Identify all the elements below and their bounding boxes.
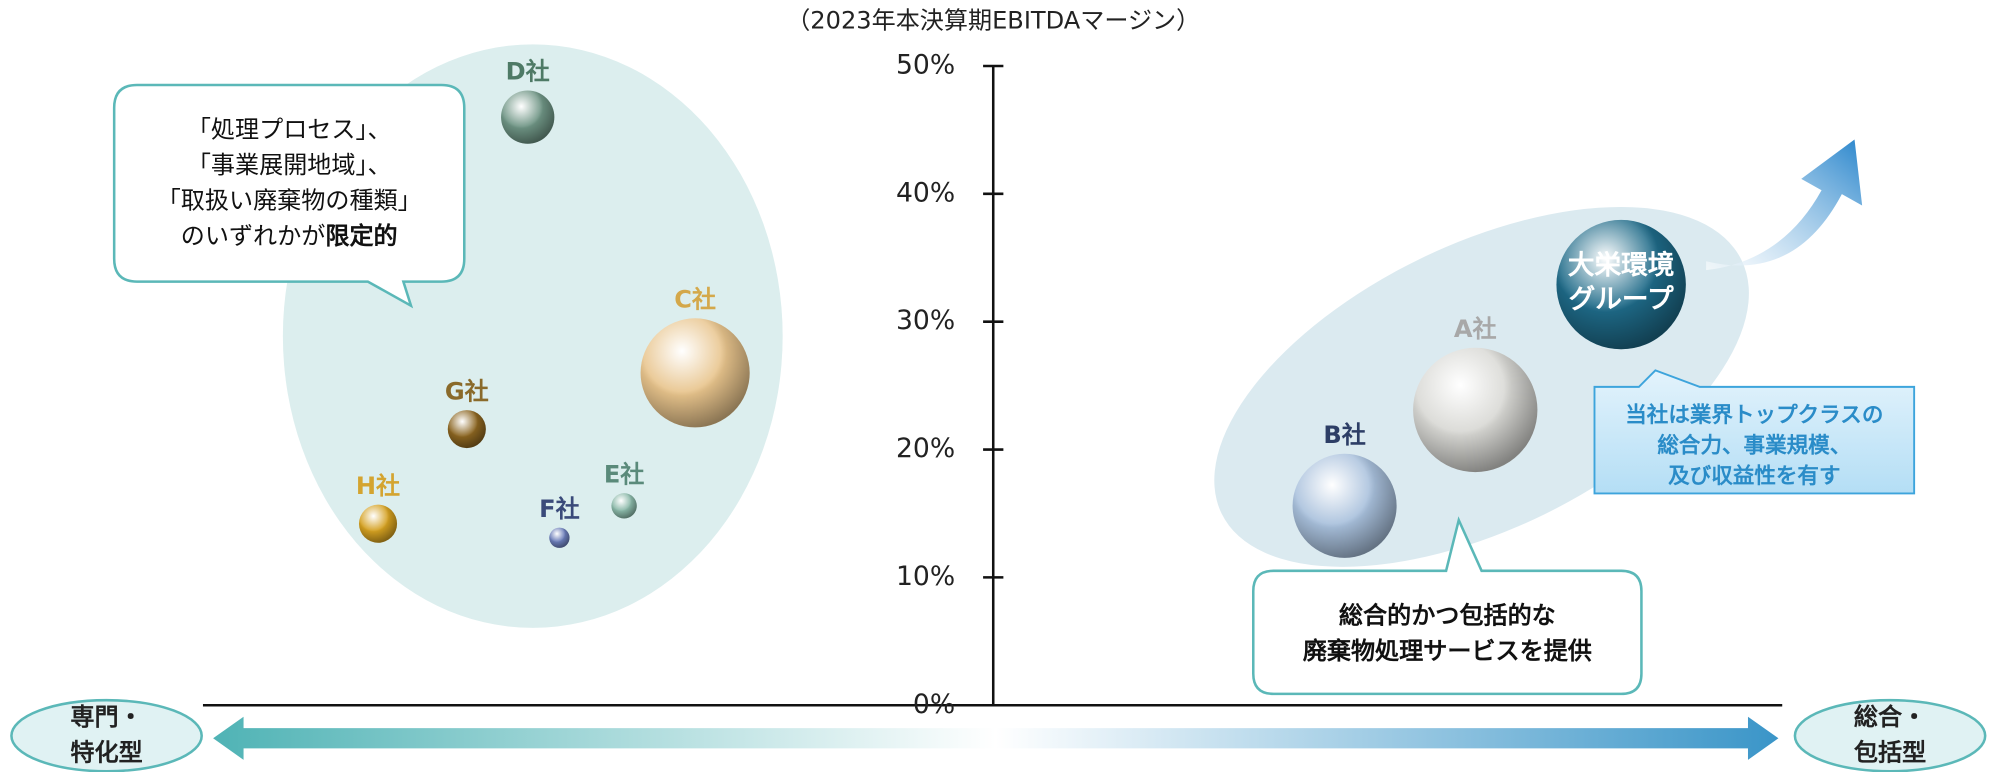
bubble-label: D社: [506, 58, 550, 86]
bubble-label: F社: [539, 495, 580, 523]
callout-text: 「事業展開地域」、: [187, 151, 392, 179]
bubble-shade: [1292, 453, 1397, 558]
y-axis: [202, 64, 1783, 707]
y-tick-label: 20%: [896, 433, 955, 464]
bubble-shade: [1413, 347, 1538, 473]
bubble-label: A社: [1454, 315, 1497, 343]
bubble-shade: [447, 410, 486, 449]
callout-text: 総合力、事業規模、: [1657, 433, 1851, 459]
y-tick-label: 50%: [896, 49, 955, 80]
end-badge: [1793, 698, 1987, 772]
bubble-label: C社: [674, 286, 716, 314]
callout: [1593, 369, 1916, 495]
end-label: 包括型: [1854, 738, 1926, 766]
bubble-shade: [611, 493, 637, 519]
bubble-shade: [549, 527, 570, 548]
spectrum-arrow: [213, 716, 1779, 760]
chart-title: （2023年本決算期EBITDAマージン）: [786, 7, 1200, 35]
callout-text: 「処理プロセス」、: [187, 116, 392, 144]
callout-text: のいずれかが: [181, 222, 326, 250]
callout-text: 当社は業界トップクラスの: [1625, 402, 1883, 428]
y-tick-label: 0%: [913, 689, 955, 720]
end-label: 専門・: [70, 703, 142, 731]
growth-arrow: [1706, 139, 1863, 271]
bubble-label: B社: [1323, 421, 1365, 449]
bubble-shade: [501, 90, 555, 144]
bubble-label: G社: [445, 377, 489, 405]
y-tick-label: 10%: [896, 561, 955, 592]
callout: [112, 83, 466, 309]
callout-text: 及び収益性を有す: [1668, 463, 1840, 489]
callout: [1252, 516, 1643, 696]
callout-text: 「取扱い廃棄物の種類」: [157, 187, 422, 215]
callout-emphasis: 限定的: [325, 222, 397, 250]
end-label: 特化型: [70, 738, 142, 766]
callout-text: 廃棄物処理サービスを提供: [1303, 637, 1592, 665]
callout-text: のいずれかが限定的: [181, 222, 398, 250]
y-tick-label: 30%: [896, 305, 955, 336]
bubble-label-box: 大栄環境グループ: [1567, 250, 1675, 316]
end-label: 総合・: [1854, 703, 1926, 731]
bubble-shade: [640, 318, 750, 428]
bubble-label: 大栄環境グループ: [1567, 250, 1675, 316]
bubble-label: H社: [356, 472, 400, 500]
bubble-shade: [1556, 219, 1686, 350]
bubble-shade: [358, 504, 398, 543]
callout-text: 総合的かつ包括的な: [1339, 601, 1556, 629]
y-tick-label: 40%: [896, 177, 955, 208]
end-badge: [10, 698, 203, 772]
bubble-label: E社: [604, 460, 645, 488]
